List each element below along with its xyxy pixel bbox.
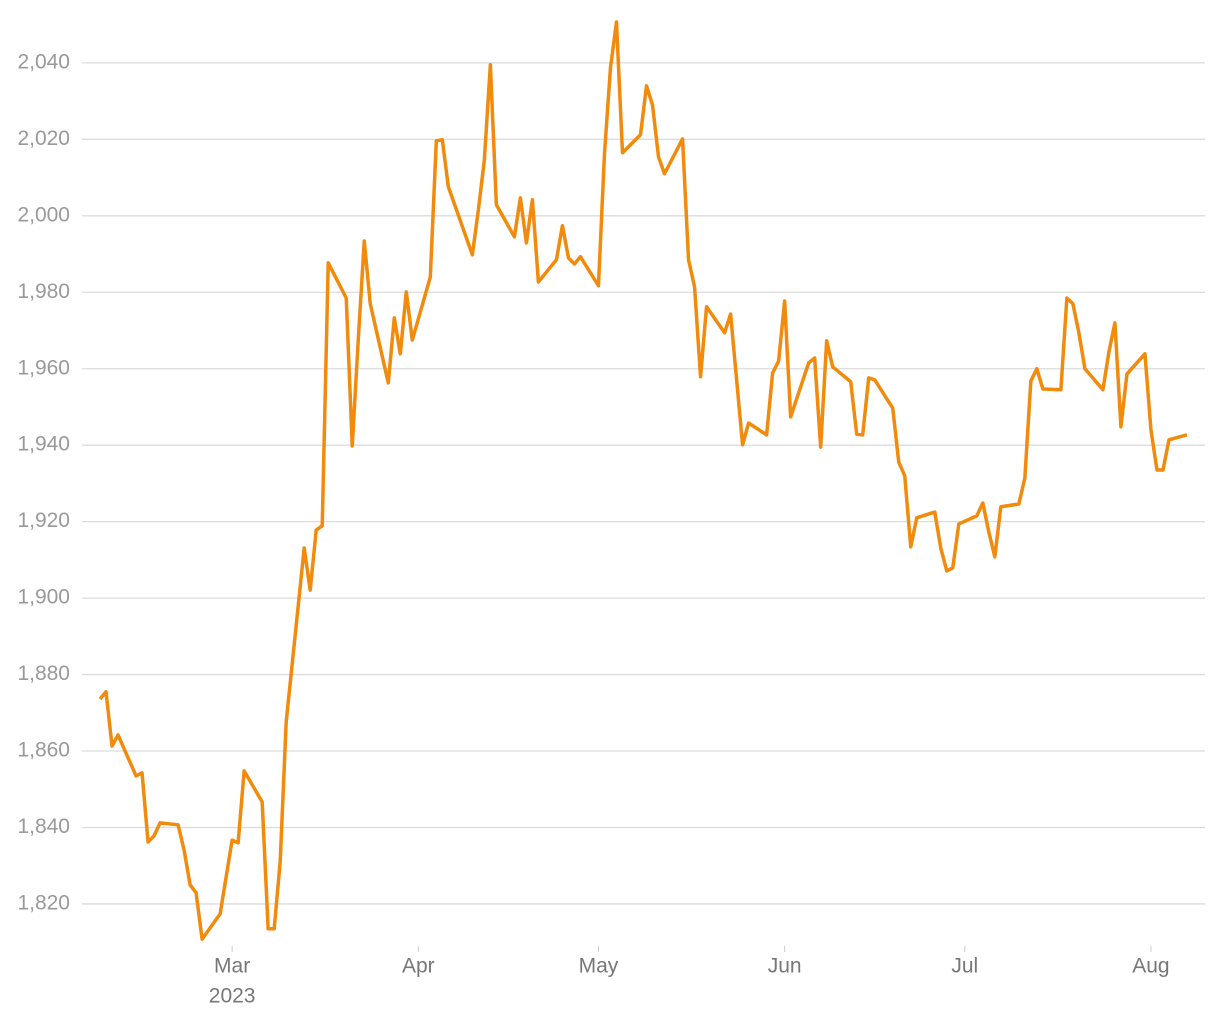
y-tick-label: 2,020 [17,127,70,150]
y-tick-label: 2,040 [17,50,70,73]
y-tick-label: 1,820 [17,891,70,914]
y-tick-label: 1,860 [17,739,70,762]
x-tick-label: Aug [1132,955,1169,978]
y-tick-label: 1,880 [17,662,70,685]
x-tick-label: Jul [951,955,978,978]
x-tick-label: Jun [768,955,802,978]
x-tick-label: Apr [402,955,435,978]
y-tick-label: 2,000 [17,203,70,226]
y-tick-label: 1,840 [17,815,70,838]
y-tick-label: 1,940 [17,433,70,456]
y-tick-label: 1,980 [17,280,70,303]
x-tick-label: Mar [214,955,250,978]
x-year-label: 2023 [209,985,256,1008]
x-tick-label: May [579,955,619,978]
y-tick-label: 1,900 [17,586,70,609]
price-line [98,20,1188,941]
y-tick-label: 1,920 [17,509,70,532]
y-tick-label: 1,960 [17,356,70,379]
